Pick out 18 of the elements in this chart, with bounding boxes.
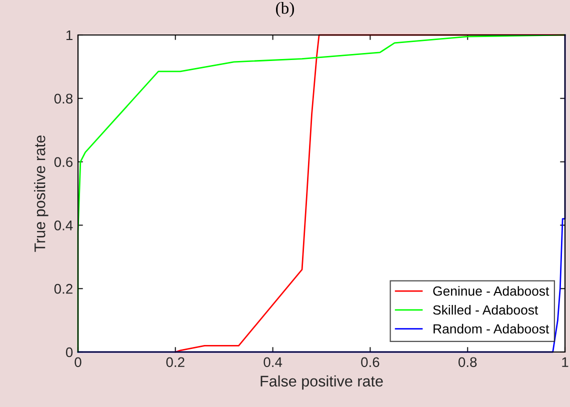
y-tick-label: 0.6 bbox=[54, 157, 73, 167]
y-tick-label: 0 bbox=[66, 347, 73, 358]
x-tick-label: 0.2 bbox=[166, 357, 184, 368]
y-tick-label: 0.4 bbox=[54, 220, 73, 230]
x-tick-label: 0.4 bbox=[264, 357, 282, 368]
x-axis-title: False positive rate bbox=[260, 375, 383, 390]
x-tick-label: 0.6 bbox=[361, 357, 380, 368]
legend-label: Geninue - Adaboost bbox=[433, 286, 550, 296]
legend-label: Skilled - Adaboost bbox=[433, 304, 538, 315]
x-tick-label: 0 bbox=[74, 357, 82, 368]
chart-title: (b) bbox=[276, 2, 294, 18]
y-tick-label: 1 bbox=[66, 30, 72, 40]
x-tick-label: 1 bbox=[562, 357, 568, 367]
legend-label: Random - Adaboost bbox=[434, 324, 550, 334]
x-tick-label: 0.8 bbox=[458, 357, 477, 368]
y-tick-label: 0.2 bbox=[54, 284, 72, 294]
y-axis-title: True positive rate bbox=[34, 135, 48, 252]
y-tick-label: 0.8 bbox=[54, 94, 73, 104]
